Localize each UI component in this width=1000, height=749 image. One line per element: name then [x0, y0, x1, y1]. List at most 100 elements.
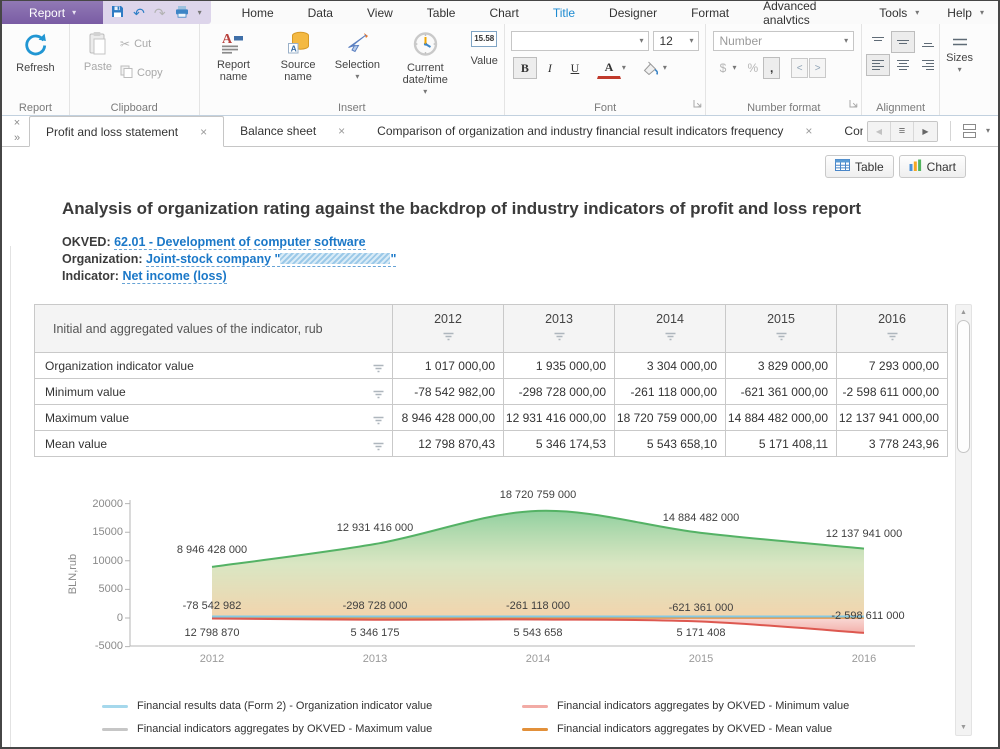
font-dialog-launcher-icon[interactable]	[693, 95, 702, 113]
indicator-link[interactable]: Net income (loss)	[122, 269, 227, 284]
increase-decimal-button[interactable]: >	[809, 58, 827, 78]
percent-button[interactable]: %	[747, 61, 759, 75]
tab-close-icon[interactable]: ×	[338, 124, 346, 138]
filter-icon[interactable]	[505, 330, 613, 344]
chart-series-path	[211, 509, 865, 568]
okved-link[interactable]: 62.01 - Development of computer software	[114, 235, 366, 250]
align-middle-button[interactable]	[891, 31, 916, 53]
save-icon[interactable]	[111, 5, 124, 21]
scroll-up-icon[interactable]: ▲	[960, 309, 967, 316]
tab-comparison-frequency[interactable]: Comparison of organization and industry …	[361, 116, 828, 146]
filter-icon[interactable]	[727, 330, 835, 344]
undo-icon[interactable]: ↶	[133, 4, 145, 21]
underline-button[interactable]: U	[570, 60, 580, 75]
tab-balance-sheet[interactable]: Balance sheet ×	[224, 116, 361, 146]
menu-title[interactable]: Title	[552, 5, 576, 20]
chevron-down-icon: ▾	[844, 36, 849, 45]
table-row: Organization indicator value 1 017 000,0…	[34, 352, 948, 379]
current-datetime-button[interactable]: Current date/time ▾	[384, 27, 467, 96]
number-format-combobox[interactable]: Number ▾	[713, 31, 855, 51]
legend-item-mean[interactable]: Financial indicators aggregates by OKVED…	[522, 723, 962, 735]
print-dropdown-icon[interactable]: ▾	[197, 7, 202, 17]
scroll-tabs-right-icon[interactable]: ▶	[913, 121, 937, 141]
legend-item-minimum[interactable]: Financial indicators aggregates by OKVED…	[522, 700, 962, 712]
align-center-button[interactable]	[891, 54, 915, 76]
expand-panel-icon[interactable]: »	[13, 132, 21, 144]
refresh-button[interactable]: Refresh	[12, 27, 59, 74]
font-color-button[interactable]: A	[596, 57, 621, 79]
close-panel-icon[interactable]: ×	[13, 117, 21, 129]
chart-series-path	[211, 617, 865, 634]
menu-designer[interactable]: Designer	[609, 5, 658, 20]
report-name-button[interactable]: A Report name	[216, 32, 250, 83]
split-view-icon[interactable]	[962, 124, 976, 138]
chevron-down-icon: ▾	[689, 36, 694, 45]
ribbon-group-font: ▾ 12 ▾ B I U A ▾ ▾ Font	[505, 24, 707, 115]
filter-icon[interactable]	[372, 362, 385, 376]
menu-data[interactable]: Data	[307, 5, 333, 20]
vertical-scrollbar[interactable]: ▲ ▼	[955, 304, 972, 736]
currency-button[interactable]: $	[719, 61, 727, 75]
paste-button[interactable]: Paste	[80, 27, 116, 100]
thousands-separator-button[interactable]: ,	[763, 57, 781, 79]
menu-tools[interactable]: Tools ▾	[879, 5, 920, 20]
filter-icon[interactable]	[372, 414, 385, 428]
legend-item-organization[interactable]: Financial results data (Form 2) - Organi…	[102, 700, 522, 712]
group-label-clipboard: Clipboard	[110, 102, 158, 114]
organization-link[interactable]: Joint-stock company " "	[146, 252, 397, 267]
cut-button[interactable]: ✂ Cut	[120, 37, 152, 51]
scroll-tabs-left-icon[interactable]: ◀	[867, 121, 891, 141]
scroll-down-icon[interactable]: ▼	[960, 724, 967, 731]
source-name-button[interactable]: A Source name	[265, 27, 330, 83]
number-format-dialog-launcher-icon[interactable]	[849, 95, 858, 113]
table-view-button[interactable]: Table	[824, 155, 894, 178]
menu-format[interactable]: Format	[691, 5, 730, 20]
decrease-decimal-button[interactable]: <	[791, 58, 809, 78]
tabstrip-options-icon[interactable]: ▾	[985, 126, 990, 135]
font-color-dropdown-icon[interactable]: ▾	[621, 63, 626, 72]
sizes-button[interactable]: Sizes ▾	[942, 33, 977, 74]
scrollbar-thumb[interactable]	[957, 320, 970, 453]
align-left-button[interactable]	[866, 54, 891, 76]
fill-color-button[interactable]	[638, 57, 662, 79]
menu-table[interactable]: Table	[426, 5, 456, 20]
filter-icon[interactable]	[838, 330, 946, 344]
cut-icon: ✂	[120, 37, 131, 51]
tab-profit-and-loss-statement[interactable]: Profit and loss statement ×	[29, 116, 225, 147]
align-right-button[interactable]	[916, 54, 940, 76]
chart-view-button[interactable]: Chart	[898, 155, 966, 178]
italic-button[interactable]: I	[547, 60, 552, 75]
tab-comparison-truncated[interactable]: Comparis	[828, 116, 863, 146]
indicator-label: Indicator:	[62, 269, 119, 283]
align-bottom-button[interactable]	[916, 31, 940, 53]
font-size-combobox[interactable]: 12 ▾	[653, 31, 700, 51]
tab-close-icon[interactable]: ×	[200, 124, 208, 139]
quick-access-toolbar: ↶ ↷ ▾	[103, 1, 211, 24]
filter-icon[interactable]	[372, 388, 385, 402]
row-label-cell: Minimum value	[34, 378, 393, 405]
tab-list-icon[interactable]: ≡	[890, 121, 914, 141]
filter-icon[interactable]	[394, 330, 502, 344]
report-menu-button[interactable]: Report ▾	[2, 1, 104, 24]
fill-color-dropdown-icon[interactable]: ▾	[662, 63, 667, 72]
menu-home[interactable]: Home	[241, 5, 274, 20]
currency-dropdown-icon[interactable]: ▾	[732, 63, 737, 72]
align-top-button[interactable]	[866, 31, 890, 53]
menu-view[interactable]: View	[366, 5, 393, 20]
bold-button[interactable]: B	[512, 57, 537, 79]
menu-chart[interactable]: Chart	[489, 5, 519, 20]
copy-button[interactable]: Copy	[116, 62, 167, 84]
filter-icon[interactable]	[616, 330, 724, 344]
menu-advanced-analytics[interactable]: Advanced analytics	[763, 0, 817, 27]
selection-button[interactable]: Selection ▾	[331, 27, 384, 81]
font-family-combobox[interactable]: ▾	[510, 31, 650, 51]
redo-icon[interactable]: ↷	[153, 4, 166, 21]
value-button[interactable]: 15.58 Value	[467, 27, 502, 67]
menu-help[interactable]: Help ▾	[947, 5, 984, 20]
filter-icon[interactable]	[372, 440, 385, 454]
print-icon[interactable]	[175, 5, 189, 21]
point-label: 14 884 482 000	[662, 512, 740, 524]
tab-close-icon[interactable]: ×	[805, 124, 813, 138]
legend-item-maximum[interactable]: Financial indicators aggregates by OKVED…	[102, 723, 522, 735]
